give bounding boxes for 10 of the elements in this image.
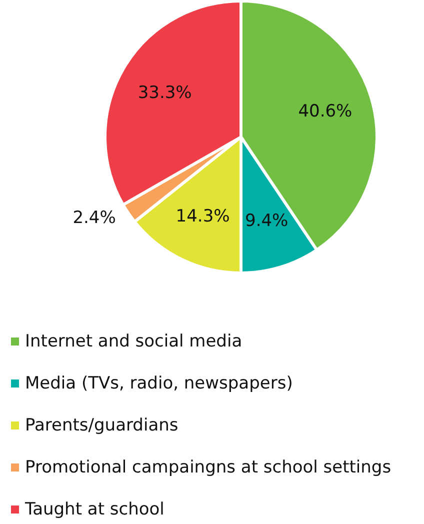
data-label: 9.4% — [245, 211, 288, 232]
data-label: 14.3% — [176, 206, 230, 226]
legend-label: Media (TVs, radio, newspapers) — [25, 374, 293, 394]
data-label: 33.3% — [138, 82, 192, 103]
legend-label: Promotional campaingns at school settings — [25, 458, 392, 478]
data-label: 2.4% — [72, 208, 116, 228]
legend-label: Parents/guardians — [25, 416, 178, 436]
data-label: 40.6% — [298, 101, 352, 122]
legend-label: Internet and social media — [25, 332, 242, 352]
legend-label: Taught at school — [24, 500, 164, 520]
